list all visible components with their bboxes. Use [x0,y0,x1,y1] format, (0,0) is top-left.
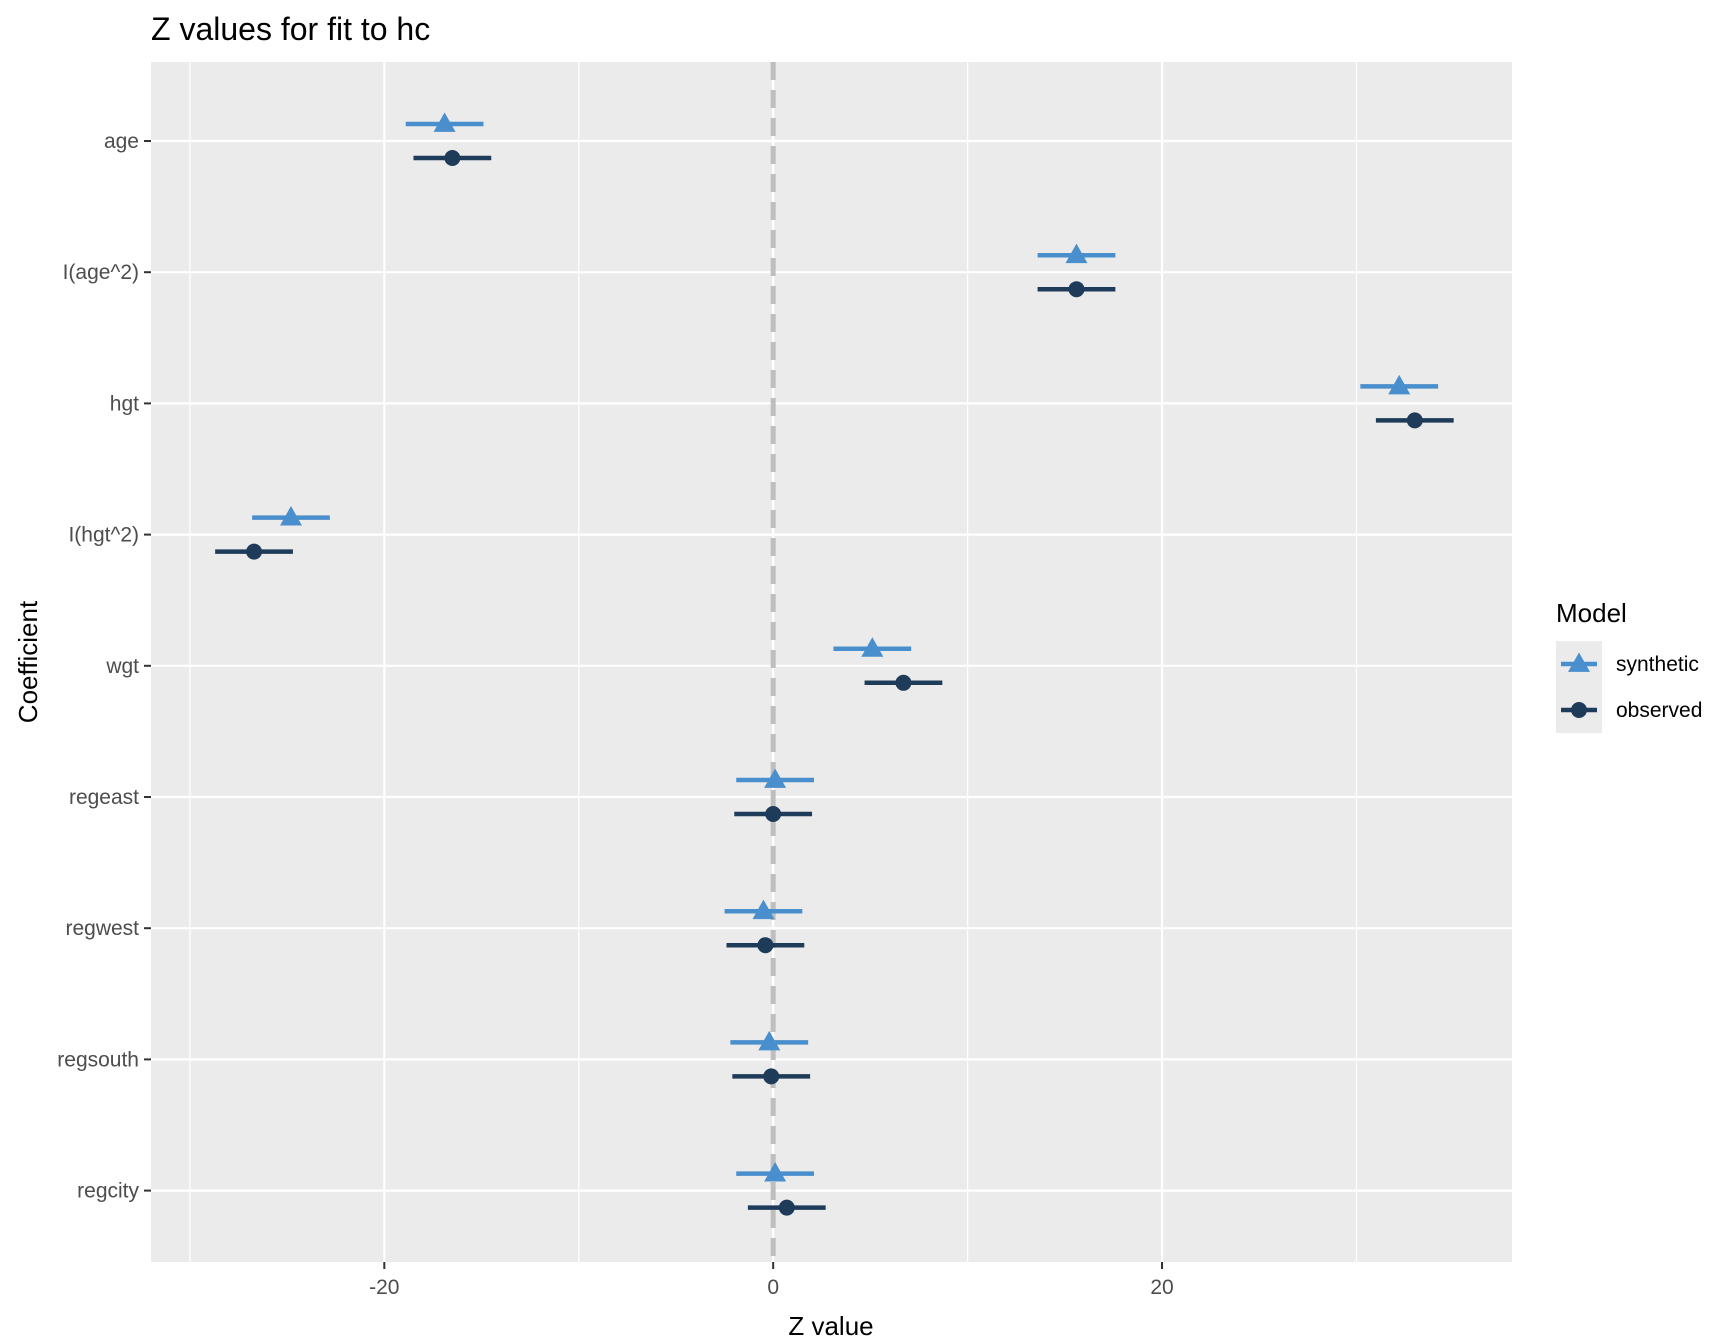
y-tick-label-0: age [104,130,139,153]
observed-marker-2 [1406,412,1423,429]
y-tick-label-5: regeast [69,786,139,809]
observed-point-I(age^2) [1037,281,1116,298]
y-tick-label-7: regsouth [57,1048,139,1071]
legend-label-1: observed [1616,699,1702,722]
observed-point-hgt [1375,412,1454,429]
synthetic-point-I(hgt^2) [252,506,330,526]
x-tick-label-0: -20 [369,1276,399,1299]
observed-marker-6 [757,937,774,954]
observed-marker-3 [246,543,263,560]
synthetic-marker-0 [433,112,456,132]
synthetic-marker-6 [752,899,775,920]
observed-marker-5 [765,806,782,822]
y-tick-label-1: I(age^2) [63,261,139,284]
y-tick-label-6: regwest [65,917,139,940]
synthetic-point-regsouth [730,1030,809,1051]
synthetic-marker-7 [758,1030,781,1051]
plot-panel [151,62,1512,1262]
observed-marker-8 [778,1199,795,1216]
axis-layer: -20 0 20 age I(age^2) hgt I(hgt^2) wgt regeast re… [57,130,1173,1299]
observed-point-regsouth [732,1068,811,1085]
legend-key-marker-0 [1568,652,1590,672]
synthetic-point-age [405,112,484,132]
data-layer [215,112,1454,1216]
synthetic-marker-2 [1388,374,1411,395]
legend-title: Model [1556,598,1627,628]
observed-marker-4 [895,674,912,691]
legend: Model synthetic observed [1556,598,1702,733]
legend-item-synthetic: synthetic [1556,641,1699,687]
synthetic-point-regeast [736,768,815,788]
synthetic-point-I(age^2) [1037,243,1116,264]
x-tick-label-2: 20 [1150,1276,1173,1299]
observed-point-age [413,150,492,166]
chart-title: Z values for fit to hc [151,11,430,47]
observed-point-regeast [734,806,813,822]
y-axis-title: Coefficient [13,600,43,723]
synthetic-marker-5 [764,768,787,788]
observed-point-regcity [747,1199,826,1216]
y-tick-label-3: I(hgt^2) [68,524,139,547]
synthetic-point-regwest [724,899,803,920]
synthetic-marker-1 [1065,243,1088,264]
synthetic-marker-8 [764,1162,787,1182]
legend-items: synthetic observed [1556,641,1702,733]
legend-label-0: synthetic [1616,653,1699,676]
x-axis-title: Z value [788,1311,873,1341]
y-tick-label-4: wgt [105,655,139,678]
legend-key-marker-1 [1571,702,1587,718]
synthetic-point-regcity [736,1162,815,1182]
synthetic-point-hgt [1360,374,1439,395]
synthetic-point-wgt [833,637,912,657]
y-tick-label-8: regcity [77,1180,139,1203]
legend-item-observed: observed [1556,687,1702,733]
synthetic-marker-3 [279,506,302,526]
observed-point-I(hgt^2) [215,543,293,560]
observed-point-regwest [726,937,805,954]
observed-marker-7 [763,1068,780,1085]
observed-marker-1 [1068,281,1085,298]
observed-point-wgt [864,674,943,691]
y-tick-label-2: hgt [110,392,139,415]
observed-marker-0 [444,150,461,166]
synthetic-marker-4 [861,637,884,657]
x-tick-label-1: 0 [767,1276,779,1299]
